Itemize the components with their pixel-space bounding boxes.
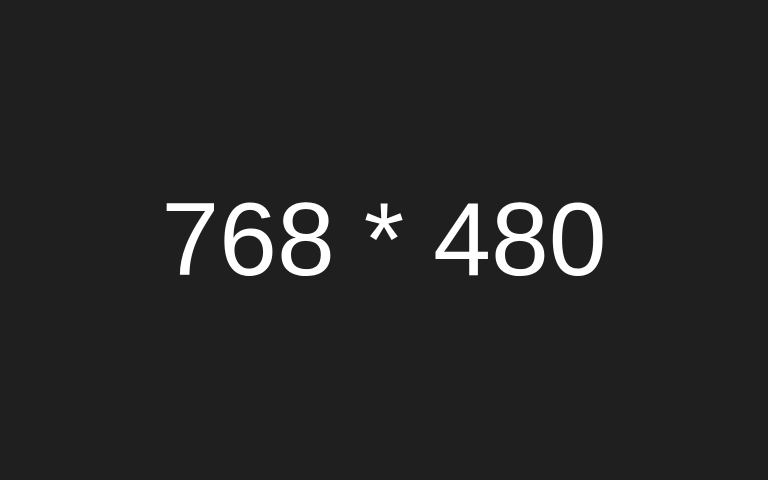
dimension-label: 768 * 480 [161, 182, 607, 298]
